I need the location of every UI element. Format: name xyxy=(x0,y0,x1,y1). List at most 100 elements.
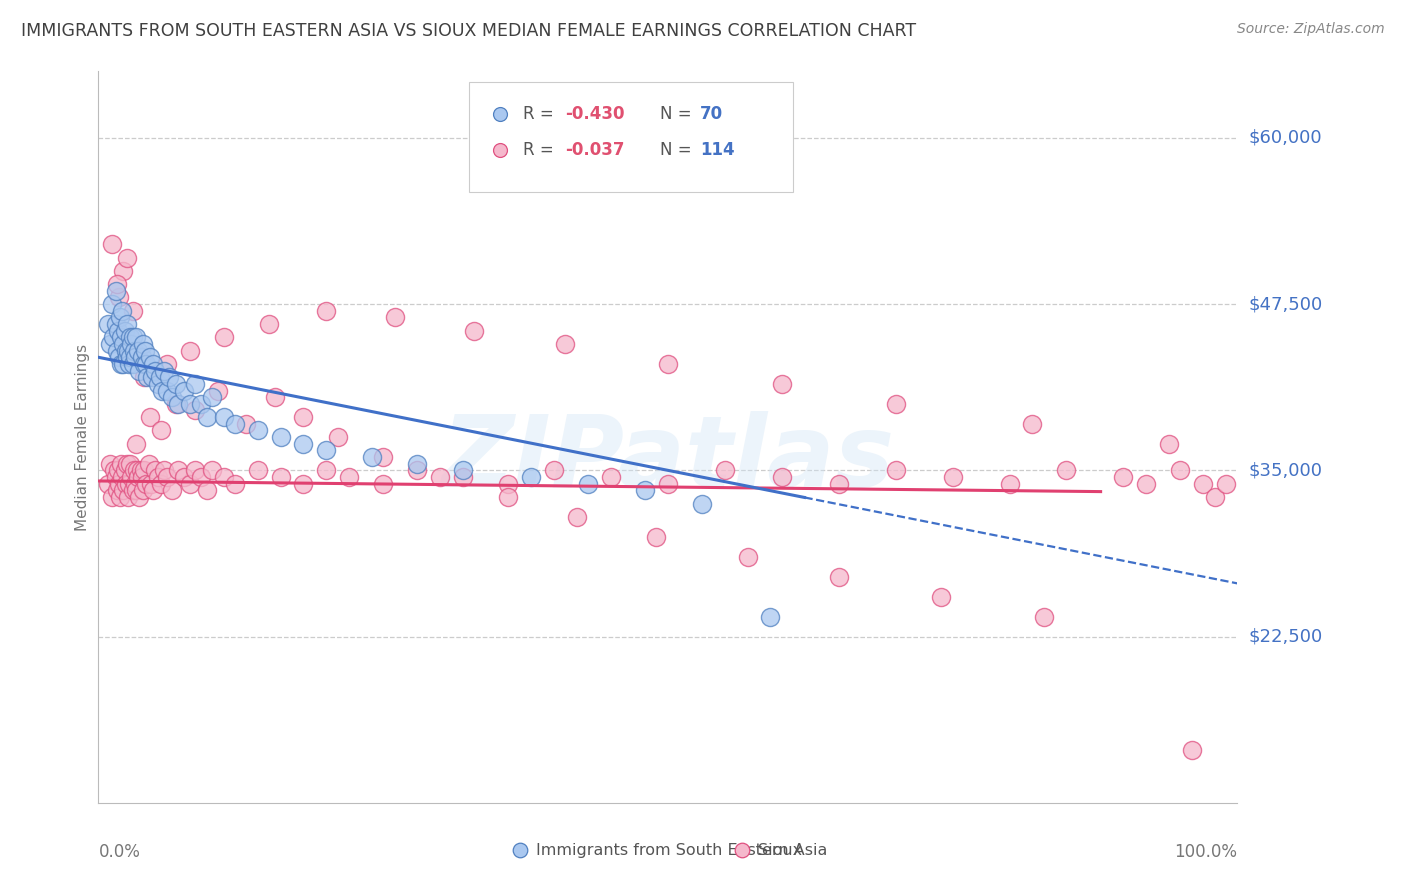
Point xyxy=(337,470,360,484)
Point xyxy=(125,483,148,498)
Point xyxy=(212,330,235,344)
Point xyxy=(1157,436,1180,450)
Point xyxy=(1032,609,1054,624)
Point xyxy=(714,463,737,477)
Point xyxy=(179,397,201,411)
Point xyxy=(429,470,451,484)
FancyBboxPatch shape xyxy=(468,82,793,192)
Point xyxy=(105,277,128,292)
Point xyxy=(1215,476,1237,491)
Point xyxy=(326,430,349,444)
Point xyxy=(117,343,139,358)
Point xyxy=(131,470,153,484)
Point xyxy=(451,470,474,484)
Point xyxy=(104,317,127,331)
Point xyxy=(498,490,520,504)
Point xyxy=(645,530,668,544)
Point xyxy=(600,470,623,484)
Point xyxy=(179,476,201,491)
Point xyxy=(173,470,195,484)
Point xyxy=(264,390,287,404)
Point xyxy=(101,490,124,504)
Point xyxy=(156,470,179,484)
Point xyxy=(1170,463,1192,477)
Point xyxy=(132,463,155,477)
Point xyxy=(292,436,315,450)
Point xyxy=(315,303,337,318)
Point xyxy=(565,509,588,524)
Point xyxy=(108,351,131,365)
Point xyxy=(195,410,218,425)
Point xyxy=(315,443,337,458)
Point xyxy=(101,237,124,252)
Point xyxy=(145,363,167,377)
Point xyxy=(96,317,118,331)
Point xyxy=(360,450,382,464)
Point xyxy=(114,324,136,338)
Point xyxy=(451,463,474,477)
Point xyxy=(384,310,406,325)
Point xyxy=(136,370,159,384)
Point xyxy=(184,463,207,477)
Point xyxy=(124,351,146,365)
Point xyxy=(1021,417,1043,431)
Point xyxy=(167,397,190,411)
Point xyxy=(117,490,139,504)
Point xyxy=(162,483,184,498)
Text: 100.0%: 100.0% xyxy=(1174,843,1237,861)
Point xyxy=(105,343,128,358)
Point xyxy=(125,436,148,450)
Text: Sioux: Sioux xyxy=(758,843,801,858)
Point xyxy=(115,351,138,365)
Point xyxy=(127,343,149,358)
Point xyxy=(107,324,129,338)
Point xyxy=(105,483,128,498)
Point xyxy=(259,317,281,331)
Text: -0.430: -0.430 xyxy=(565,104,624,123)
Point xyxy=(118,476,141,491)
Point xyxy=(828,476,851,491)
Point xyxy=(634,483,657,498)
Point xyxy=(115,251,138,265)
Point xyxy=(104,470,127,484)
Point xyxy=(463,324,485,338)
Point xyxy=(179,343,201,358)
Point xyxy=(554,337,576,351)
Point xyxy=(292,476,315,491)
Point xyxy=(111,303,134,318)
Point xyxy=(371,476,394,491)
Point xyxy=(112,357,135,371)
Point xyxy=(770,470,793,484)
Point xyxy=(157,370,180,384)
Text: N =: N = xyxy=(659,104,697,123)
Point xyxy=(98,337,121,351)
Point xyxy=(371,450,394,464)
Point xyxy=(122,343,145,358)
Point xyxy=(998,476,1021,491)
Point xyxy=(156,384,179,398)
Point xyxy=(118,357,141,371)
Point xyxy=(150,476,173,491)
Point xyxy=(127,463,149,477)
Point xyxy=(139,476,162,491)
Point xyxy=(195,483,218,498)
Text: -0.037: -0.037 xyxy=(565,141,624,160)
Point xyxy=(156,357,179,371)
Point xyxy=(138,410,160,425)
Point xyxy=(115,457,138,471)
Point xyxy=(112,264,135,278)
Point xyxy=(828,570,851,584)
Point xyxy=(162,390,184,404)
Point xyxy=(150,424,173,438)
Point xyxy=(111,470,134,484)
Point xyxy=(149,370,172,384)
Text: 0.0%: 0.0% xyxy=(98,843,141,861)
Point xyxy=(120,337,142,351)
Point xyxy=(201,390,224,404)
Point xyxy=(235,417,257,431)
Point xyxy=(96,476,118,491)
Point xyxy=(759,609,782,624)
Point xyxy=(406,457,429,471)
Point xyxy=(132,483,155,498)
Point xyxy=(224,417,246,431)
